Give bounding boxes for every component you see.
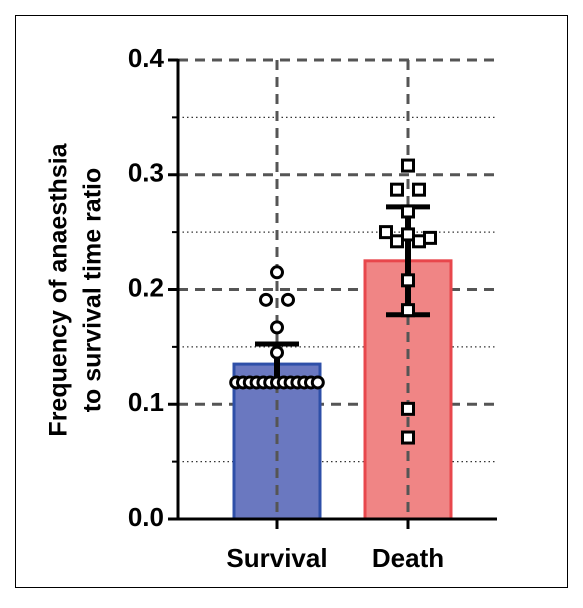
y-tick-label: 0.1 (128, 387, 164, 417)
x-tick-label: Survival (226, 543, 327, 573)
y-tick-label: 0.0 (128, 502, 164, 532)
x-tick-label: Death (372, 543, 444, 573)
data-point (390, 182, 404, 197)
data-point (401, 303, 415, 318)
data-point (412, 182, 426, 197)
data-point (401, 227, 415, 242)
data-point (270, 320, 284, 335)
y-tick-label: 0.4 (128, 43, 165, 73)
data-point (401, 158, 415, 173)
frame (15, 15, 568, 588)
y-tick-label: 0.2 (128, 272, 164, 302)
data-point (412, 234, 426, 249)
data-point (259, 292, 273, 307)
data-point (310, 375, 325, 390)
data-point (401, 401, 415, 416)
data-point (379, 225, 393, 240)
data-point (270, 345, 284, 360)
data-point (270, 265, 284, 280)
data-point (281, 292, 295, 307)
y-axis-label: Frequency of anaesthsia (45, 142, 73, 436)
y-tick-label: 0.3 (128, 158, 164, 188)
data-point (401, 273, 415, 288)
data-point (401, 204, 415, 219)
data-point (401, 430, 415, 445)
data-point (423, 230, 437, 245)
data-point (390, 234, 404, 249)
y-axis-label: to survival time ratio (79, 168, 107, 413)
